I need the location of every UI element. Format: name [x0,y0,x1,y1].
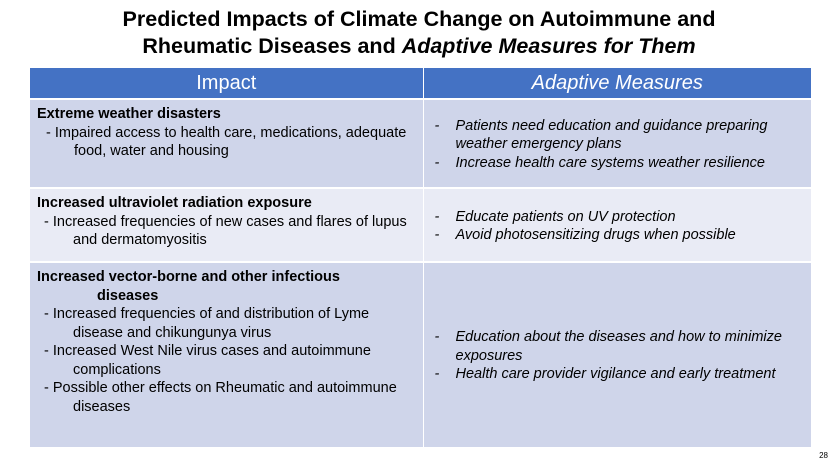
impact-cell: Increased ultraviolet radiation exposure… [30,188,424,263]
measure-text: Educate patients on UV protection [455,208,676,225]
measure-dash: - [434,227,440,243]
table-header-row: Impact Adaptive Measures [30,68,811,100]
measures-cell: - Patients need education and guidance pr… [423,99,811,189]
impact-heading: Extreme weather disasters [37,106,221,122]
measure-dash: - [434,154,440,171]
impact-item: - Impaired access to health care, medica… [46,124,407,160]
impact-item: - Possible other effects on Rheumatic an… [44,380,397,415]
table-row: Increased ultraviolet radiation exposure… [30,188,811,263]
page-number: 28 [819,451,828,460]
impact-cell: Increased vector-borne and other infecti… [30,262,424,449]
measure-item: - Avoid photosensitizing drugs when possi… [431,226,801,245]
impact-heading: Increased ultraviolet radiation exposure [37,195,312,211]
measure-dash: - [434,208,440,225]
measure-text: Health care provider vigilance and early… [455,366,776,383]
measures-cell: - Education about the diseases and how to… [423,262,811,449]
measure-dash: - [434,366,440,383]
title-line-2: Rheumatic Diseases and Adaptive Measures… [0,33,838,60]
impact-item: - Increased West Nile virus cases and au… [44,343,371,378]
measure-dash: - [434,117,440,134]
measure-dash: - [434,329,440,346]
impact-heading: Increased vector-borne and other infecti… [37,269,340,285]
measures-cell: - Educate patients on UV protection - Avoi… [423,188,811,263]
measure-text: Increase health care systems weather res… [455,154,765,171]
impact-item: - Increased frequencies of and distribut… [44,306,370,341]
table-row: Increased vector-borne and other infecti… [30,262,811,449]
impact-item: - Increased frequencies of new cases and… [44,213,407,249]
measure-item: - Health care provider vigilance and earl… [431,365,801,384]
impact-column-header: Impact [30,68,424,100]
title-line-2-italic: Adaptive Measures for Them [401,34,696,58]
title-line-1: Predicted Impacts of Climate Change on A… [122,7,716,31]
measure-item: - Education about the diseases and how to… [431,328,801,365]
measure-item: - Increase health care systems weather re… [431,154,801,173]
measure-text: Avoid photosensitizing drugs when possib… [455,227,736,243]
title-line-2-regular: Rheumatic Diseases and [142,34,402,58]
measure-item: - Educate patients on UV protection [431,208,801,227]
impacts-table: Impact Adaptive Measures Extreme weather… [30,68,811,449]
measure-text: Education about the diseases and how to … [455,329,782,364]
adaptive-measures-column-header: Adaptive Measures [423,68,811,100]
slide-title: Predicted Impacts of Climate Change on A… [0,6,838,60]
impact-cell: Extreme weather disasters - Impaired acc… [30,99,424,189]
measure-item: - Patients need education and guidance pr… [431,117,801,154]
impact-heading-continued: diseases [97,287,159,304]
table-row: Extreme weather disasters - Impaired acc… [30,99,811,189]
measure-text: Patients need education and guidance pre… [455,117,768,153]
